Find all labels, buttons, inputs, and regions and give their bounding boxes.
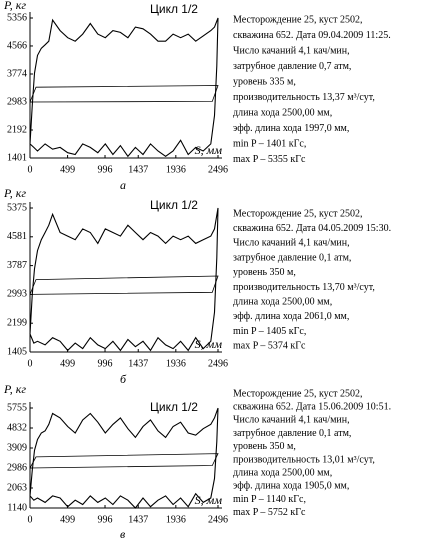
description-line: длина хода 2500,00 мм, — [233, 467, 332, 478]
x-tick-label: 499 — [60, 164, 75, 175]
y-tick-label: 3774 — [7, 68, 27, 79]
description-line: уровень 350 м, — [233, 441, 296, 452]
y-axis-label: P, кг — [3, 186, 26, 200]
x-tick-label: 1437 — [128, 514, 148, 525]
y-tick-label: 4581 — [7, 231, 27, 242]
y-tick-label: 4566 — [7, 40, 27, 51]
x-axis-label: S, мм — [195, 143, 223, 157]
x-tick-label: 2496 — [208, 514, 228, 525]
y-tick-label: 3787 — [7, 260, 27, 271]
description-line: скважина 652. Дата 04.05.2009 15:30. — [233, 223, 391, 234]
x-tick-label: 1936 — [166, 164, 186, 175]
description-line: эфф. длина хода 1905,0 мм, — [233, 481, 349, 492]
caption: а — [120, 178, 126, 192]
description-line: производительность 13,70 м³/сут, — [233, 282, 375, 293]
x-tick-label: 0 — [28, 358, 33, 369]
description-line: Число качаний 4,1 кач/мин, — [233, 45, 350, 56]
caption: б — [120, 372, 127, 386]
description-line: max P – 5374 кГс — [233, 341, 306, 352]
description-line: производительность 13,37 м³/сут, — [233, 92, 375, 103]
x-tick-label: 996 — [98, 164, 113, 175]
x-tick-label: 2496 — [208, 164, 228, 175]
description-line: min P – 1140 кГс, — [233, 494, 306, 505]
y-tick-label: 2192 — [7, 124, 27, 135]
description-line: min P – 1401 кГс, — [233, 138, 306, 149]
description-line: эфф. длина хода 2061,0 мм, — [233, 311, 349, 322]
caption: в — [120, 527, 125, 540]
x-tick-label: 1437 — [128, 164, 148, 175]
annotation: Цикл 1/2 — [150, 2, 198, 16]
y-axis-label: P, кг — [3, 0, 26, 12]
description-line: Месторождение 25, куст 2502, — [233, 14, 362, 25]
curve — [29, 453, 219, 469]
x-tick-label: 0 — [28, 164, 33, 175]
x-tick-label: 1936 — [166, 514, 186, 525]
description-line: производительность 13,01 м³/сут, — [233, 454, 375, 465]
y-axis-label: P, кг — [3, 382, 26, 396]
x-tick-label: 1437 — [128, 358, 148, 369]
y-tick-label: 1140 — [7, 502, 27, 513]
x-tick-label: 996 — [98, 514, 113, 525]
curve — [29, 17, 219, 158]
y-tick-label: 4832 — [7, 422, 27, 433]
x-tick-label: 499 — [60, 514, 75, 525]
x-tick-label: 1936 — [166, 358, 186, 369]
curve — [29, 85, 219, 103]
y-tick-label: 2983 — [7, 96, 27, 107]
x-tick-label: 2496 — [208, 358, 228, 369]
description-line: max P – 5355 кГс — [233, 154, 306, 165]
curve — [29, 275, 219, 295]
description-line: длина хода 2500,00 мм, — [233, 107, 332, 118]
annotation: Цикл 1/2 — [150, 198, 198, 212]
y-tick-label: 5755 — [7, 402, 27, 413]
description-line: затрубное давление 0,1 атм, — [233, 252, 351, 263]
annotation: Цикл 1/2 — [150, 400, 198, 414]
description-line: затрубное давление 0,7 атм, — [233, 61, 351, 72]
x-tick-label: 996 — [98, 358, 113, 369]
description-line: скважина 652. Дата 09.04.2009 11:25. — [233, 30, 391, 41]
y-tick-label: 2063 — [7, 482, 27, 493]
y-tick-label: 5375 — [7, 202, 27, 213]
curve — [29, 207, 219, 352]
y-tick-label: 3909 — [7, 442, 27, 453]
x-tick-label: 499 — [60, 358, 75, 369]
y-tick-label: 2986 — [7, 462, 27, 473]
description-line: эфф. длина хода 1997,0 мм, — [233, 123, 349, 134]
description-line: Месторождение 25, куст 2502, — [233, 208, 362, 219]
description-line: уровень 350 м, — [233, 267, 296, 278]
curve — [29, 407, 219, 509]
description-line: Число качаний 4,1 кач/мин, — [233, 415, 350, 426]
description-line: max P – 5752 кГс — [233, 507, 306, 518]
y-tick-label: 2993 — [7, 289, 27, 300]
description-line: скважина 652. Дата 15.06.2009 10:51. — [233, 401, 391, 412]
y-tick-label: 1405 — [7, 346, 27, 357]
y-tick-label: 1401 — [7, 152, 27, 163]
x-tick-label: 0 — [28, 514, 33, 525]
description-line: затрубное давление 0,1 атм, — [233, 428, 351, 439]
y-tick-label: 2199 — [7, 317, 27, 328]
y-tick-label: 5356 — [7, 12, 27, 23]
description-line: длина хода 2500,00 мм, — [233, 296, 332, 307]
description-line: min P – 1405 кГс, — [233, 326, 306, 337]
description-line: Число качаний 4,1 кач/мин, — [233, 238, 350, 249]
description-line: уровень 335 м, — [233, 76, 296, 87]
description-line: Месторождение 25, куст 2502, — [233, 388, 362, 399]
